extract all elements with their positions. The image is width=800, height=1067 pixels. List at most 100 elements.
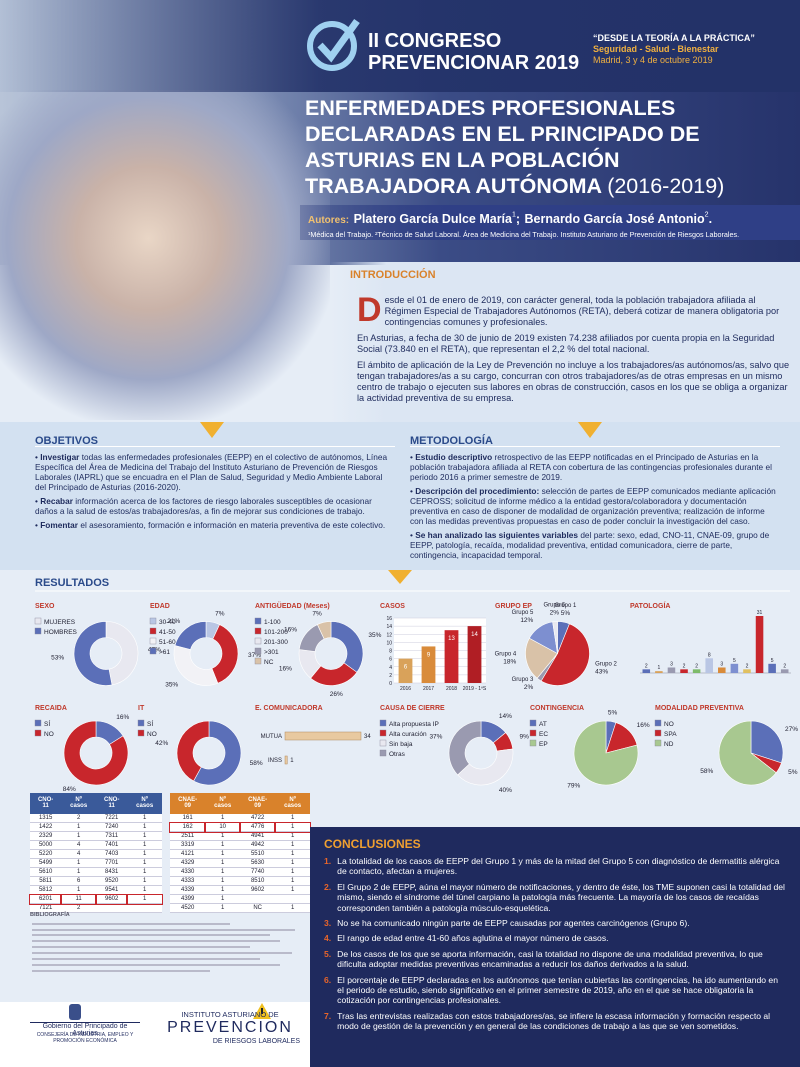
affiliation: ¹Médica del Trabajo. ²Técnico de Salud L… bbox=[308, 230, 740, 239]
inst-line: PREVENCION bbox=[167, 1019, 293, 1036]
slice-category: Grupo 1 bbox=[555, 603, 577, 609]
legend-label: SÍ bbox=[147, 719, 153, 728]
table-cell: 9602 bbox=[240, 885, 276, 895]
table-header: CNAE-09 bbox=[240, 793, 276, 814]
bar bbox=[284, 731, 362, 741]
text: retrospectivo de las EEPP notificadas en… bbox=[410, 452, 772, 482]
table-cell: 161 bbox=[170, 813, 206, 823]
table-cell: 4399 bbox=[170, 894, 206, 904]
punct: ; bbox=[515, 212, 521, 226]
table-cell: 7740 bbox=[240, 867, 276, 877]
lead: Fomentar bbox=[40, 520, 79, 530]
chart-title: CASOS bbox=[380, 603, 405, 610]
table-cell: 1315 bbox=[30, 813, 62, 823]
chart-title: RECAIDA bbox=[35, 705, 67, 712]
legend-swatch bbox=[34, 617, 42, 625]
legend-label: >61 bbox=[159, 649, 170, 656]
table-cell: 7121 bbox=[30, 903, 62, 913]
gov-name: Gobierno del Principado de Asturias bbox=[30, 1022, 140, 1037]
legend-swatch bbox=[529, 729, 537, 737]
table-cell: 1 bbox=[127, 813, 163, 823]
slice-label: 53% bbox=[51, 654, 64, 661]
slice-label: 7% bbox=[215, 610, 225, 617]
date: Madrid, 3 y 4 de octubre 2019 bbox=[593, 55, 713, 65]
chart-title: CAUSA DE CIERRE bbox=[380, 705, 445, 712]
bar bbox=[718, 667, 726, 673]
legend-label: Otras bbox=[389, 751, 406, 758]
bar bbox=[780, 669, 789, 673]
legend-label: MUJERES bbox=[44, 619, 76, 626]
table-cell: 11 bbox=[60, 893, 98, 905]
table-cell: 1 bbox=[275, 876, 310, 886]
title-years: (2016-2019) bbox=[607, 174, 725, 198]
legend-label: SÍ bbox=[44, 719, 50, 728]
table-header-row: CNAE-09 Nº casos CNAE-09 Nº casos bbox=[170, 793, 310, 814]
table-row: 2511 1 4941 1 bbox=[170, 831, 310, 841]
legend-swatch bbox=[379, 749, 387, 757]
table-cell: 8510 bbox=[240, 876, 276, 886]
table-cell: 1 bbox=[61, 867, 97, 877]
author: Bernardo García José Antonio bbox=[524, 212, 705, 226]
congress-name: PREVENCIONAR 2019 bbox=[368, 52, 580, 74]
lead: Se han analizado las siguientes variable… bbox=[415, 530, 578, 540]
conclusions: CONCLUSIONES 1. La totalidad de los casos… bbox=[310, 827, 800, 1067]
chart-title: IT bbox=[138, 705, 145, 712]
legend-swatch bbox=[254, 637, 262, 645]
legend-swatch bbox=[254, 657, 262, 665]
table-row: 4339 1 9602 1 bbox=[170, 885, 310, 895]
table-cell: 1422 bbox=[30, 822, 62, 832]
legend-swatch bbox=[379, 729, 387, 737]
slice-label: 40% bbox=[499, 787, 512, 794]
bar bbox=[755, 616, 764, 673]
slice bbox=[211, 624, 239, 684]
table-cell: 7221 bbox=[96, 813, 128, 823]
chart-title: CONTINGENCIA bbox=[530, 705, 584, 712]
table-cell: 1 bbox=[275, 831, 310, 841]
bar-label: 3 bbox=[670, 661, 673, 667]
conclusion-item: 1. La totalidad de los casos de EEPP del … bbox=[324, 856, 786, 877]
bar bbox=[655, 671, 663, 673]
table-cell: 5630 bbox=[240, 858, 276, 868]
table-cell: 4942 bbox=[240, 840, 276, 850]
chart-title: ANTIGÜEDAD (Meses) bbox=[255, 601, 330, 610]
slice bbox=[193, 720, 242, 786]
y-tick-label: 2 bbox=[389, 673, 392, 679]
x-tick-label: 2017 bbox=[423, 686, 434, 692]
table-cell: 2 bbox=[61, 903, 97, 913]
slice-label: 5% bbox=[788, 769, 798, 776]
chart-title: SEXO bbox=[35, 603, 55, 610]
slice-category: Grupo 3 bbox=[512, 677, 534, 683]
slice-category: Grupo 2 bbox=[595, 662, 617, 668]
table-cell: 10 bbox=[204, 821, 242, 833]
slice bbox=[718, 720, 777, 786]
conclusion-item: 7. Tras las entrevistas realizadas con es… bbox=[324, 1011, 786, 1032]
conclusion-item: 2. El Grupo 2 de EEPP, aúna el mayor núme… bbox=[324, 882, 786, 913]
table-row: 4399 1 bbox=[170, 894, 310, 904]
list-item: • Estudio descriptivo retrospectivo de l… bbox=[410, 452, 772, 482]
slice bbox=[63, 720, 129, 786]
slice bbox=[457, 748, 514, 786]
table-cell: 1 bbox=[127, 867, 163, 877]
table-cell: 1 bbox=[127, 885, 163, 895]
section-heading: RESULTADOS bbox=[35, 577, 109, 589]
slice bbox=[173, 645, 219, 686]
conclusion-text: No se ha comunicado ningún parte de EEPP… bbox=[337, 918, 690, 929]
legend-label: Sin baja bbox=[389, 741, 413, 748]
y-tick-label: MUTUA bbox=[261, 734, 282, 740]
slice-label: 16% bbox=[637, 722, 650, 729]
table-cell: 4330 bbox=[170, 867, 206, 877]
section-heading: INTRODUCCIÓN bbox=[350, 269, 436, 281]
bar bbox=[421, 646, 436, 683]
table-cell: 1 bbox=[274, 821, 311, 833]
legend-swatch bbox=[654, 729, 662, 737]
bar-label: 8 bbox=[708, 652, 711, 658]
slice-label: 42% bbox=[155, 740, 168, 747]
table-cell: 5499 bbox=[30, 858, 62, 868]
bar bbox=[705, 658, 713, 673]
chart-title: GRUPO EP bbox=[495, 603, 532, 610]
lead: Estudio descriptivo bbox=[415, 452, 493, 462]
slice bbox=[552, 621, 558, 654]
data-table: CNAE-09 Nº casos CNAE-09 Nº casos 161 1 4722 1 1… bbox=[169, 793, 311, 913]
slice-label: 18% bbox=[503, 658, 516, 665]
authors-label: Autores: bbox=[308, 215, 350, 226]
